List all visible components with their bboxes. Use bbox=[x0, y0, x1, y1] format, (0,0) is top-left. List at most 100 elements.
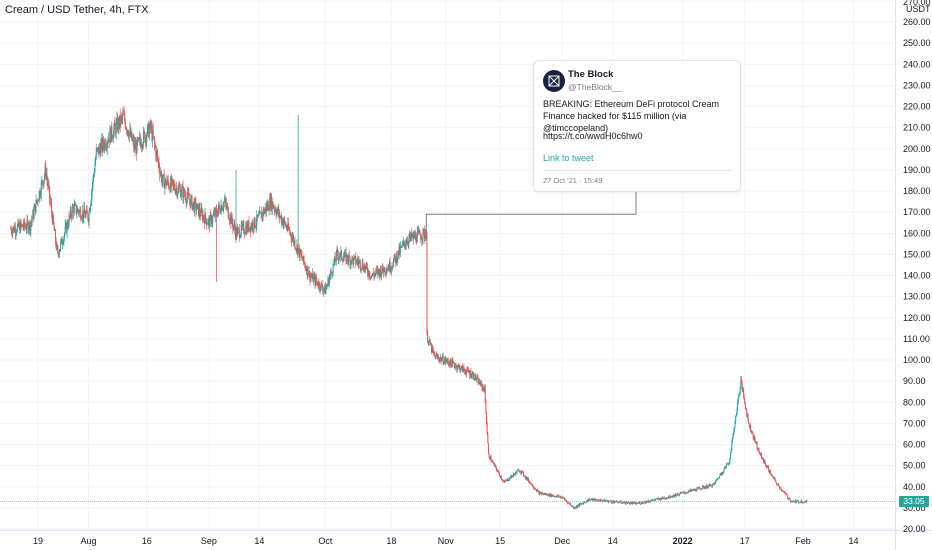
candle-body bbox=[154, 144, 156, 148]
candle bbox=[264, 208, 266, 215]
candle bbox=[638, 501, 640, 504]
candle-body bbox=[375, 270, 377, 274]
candle-body bbox=[30, 223, 32, 232]
candle bbox=[348, 250, 350, 258]
candle-body bbox=[401, 246, 403, 247]
candle-body bbox=[537, 490, 539, 492]
candle bbox=[174, 183, 176, 195]
y-tick-label: 240.00 bbox=[903, 59, 931, 69]
candle-body bbox=[717, 478, 719, 480]
candle bbox=[162, 174, 164, 187]
candle bbox=[476, 373, 478, 378]
candle-body bbox=[167, 179, 169, 184]
candle-body bbox=[115, 125, 117, 134]
candle bbox=[111, 121, 113, 143]
candle bbox=[409, 232, 411, 242]
candle bbox=[693, 488, 695, 492]
candle-body bbox=[32, 210, 34, 219]
candle-body bbox=[183, 188, 185, 195]
candle bbox=[487, 442, 489, 455]
candle bbox=[406, 236, 408, 245]
candle-body bbox=[420, 235, 421, 240]
candle bbox=[680, 491, 682, 494]
candle bbox=[423, 225, 425, 242]
candle bbox=[127, 129, 129, 136]
candle-body bbox=[443, 363, 445, 365]
candle-body bbox=[425, 234, 427, 240]
candle bbox=[759, 451, 761, 456]
link-to-tweet[interactable]: Link to tweet bbox=[543, 153, 594, 163]
candle-body bbox=[300, 249, 302, 255]
candle-body bbox=[198, 207, 200, 216]
candle bbox=[221, 206, 223, 211]
candle-body bbox=[717, 478, 719, 479]
candle-body bbox=[434, 354, 436, 356]
candle bbox=[702, 485, 704, 487]
tweet-card[interactable]: The Block @TheBlock__ BREAKING: Ethereum… bbox=[533, 60, 741, 192]
candle bbox=[581, 502, 583, 505]
candle-body bbox=[489, 456, 491, 460]
candle bbox=[720, 472, 722, 476]
candle bbox=[665, 497, 667, 500]
candle-body bbox=[553, 495, 555, 497]
candle-body bbox=[597, 500, 599, 502]
candle bbox=[715, 480, 717, 485]
time-axis[interactable]: 19 Aug 16 Sep 14 Oct 18 Nov 15 Dec 14 2022 17 Feb 14 bbox=[33, 536, 858, 546]
candle bbox=[537, 488, 539, 492]
candle bbox=[262, 211, 264, 223]
candle bbox=[620, 500, 622, 504]
candle-body bbox=[713, 483, 715, 485]
candle-body bbox=[424, 234, 426, 239]
candle-body bbox=[353, 256, 355, 258]
candle-body bbox=[711, 484, 713, 487]
candle bbox=[669, 497, 671, 499]
price-axis[interactable]: 20.0030.0040.0050.0060.0070.0080.0090.00… bbox=[903, 0, 931, 534]
candle bbox=[357, 256, 359, 269]
candle bbox=[402, 241, 404, 247]
candle-body bbox=[67, 225, 69, 227]
candle-body bbox=[300, 254, 302, 256]
candle-body bbox=[515, 471, 517, 474]
candle-body bbox=[43, 179, 45, 186]
candle bbox=[154, 141, 156, 149]
candle bbox=[431, 342, 433, 355]
candle-body bbox=[88, 210, 90, 223]
candle-body bbox=[651, 499, 653, 501]
candle-body bbox=[295, 248, 297, 250]
candle bbox=[627, 501, 629, 504]
candle bbox=[447, 357, 449, 365]
candle-body bbox=[670, 496, 672, 498]
candle-body bbox=[76, 212, 78, 214]
candle bbox=[526, 476, 528, 481]
candle bbox=[21, 223, 23, 227]
candle-body bbox=[29, 222, 31, 232]
candle-body bbox=[11, 232, 13, 235]
candle-body bbox=[421, 238, 423, 241]
candle-body bbox=[18, 221, 20, 227]
candle bbox=[125, 126, 127, 130]
tweet-author-handle: @TheBlock__ bbox=[568, 82, 622, 92]
candle bbox=[520, 470, 522, 475]
candle-body bbox=[390, 267, 392, 271]
candle bbox=[680, 491, 682, 494]
candle-body bbox=[273, 207, 275, 210]
candle bbox=[749, 424, 751, 430]
candle-body bbox=[738, 393, 740, 398]
candle-body bbox=[719, 476, 721, 479]
candle-body bbox=[192, 203, 194, 209]
candle-body bbox=[414, 233, 416, 238]
candle bbox=[484, 384, 486, 404]
candle-body bbox=[241, 224, 243, 228]
candle bbox=[568, 502, 570, 505]
candle bbox=[515, 471, 517, 474]
candle-body bbox=[787, 497, 789, 499]
candle bbox=[156, 149, 158, 161]
candle-body bbox=[533, 487, 535, 489]
candle bbox=[421, 233, 423, 247]
candle bbox=[262, 206, 264, 221]
candle-body bbox=[206, 223, 208, 225]
candle-body bbox=[109, 129, 111, 143]
tweet-url[interactable]: https://t.co/wwdH0c6hw0 bbox=[543, 131, 643, 141]
candle-body bbox=[490, 456, 492, 461]
candle-body bbox=[14, 227, 16, 234]
